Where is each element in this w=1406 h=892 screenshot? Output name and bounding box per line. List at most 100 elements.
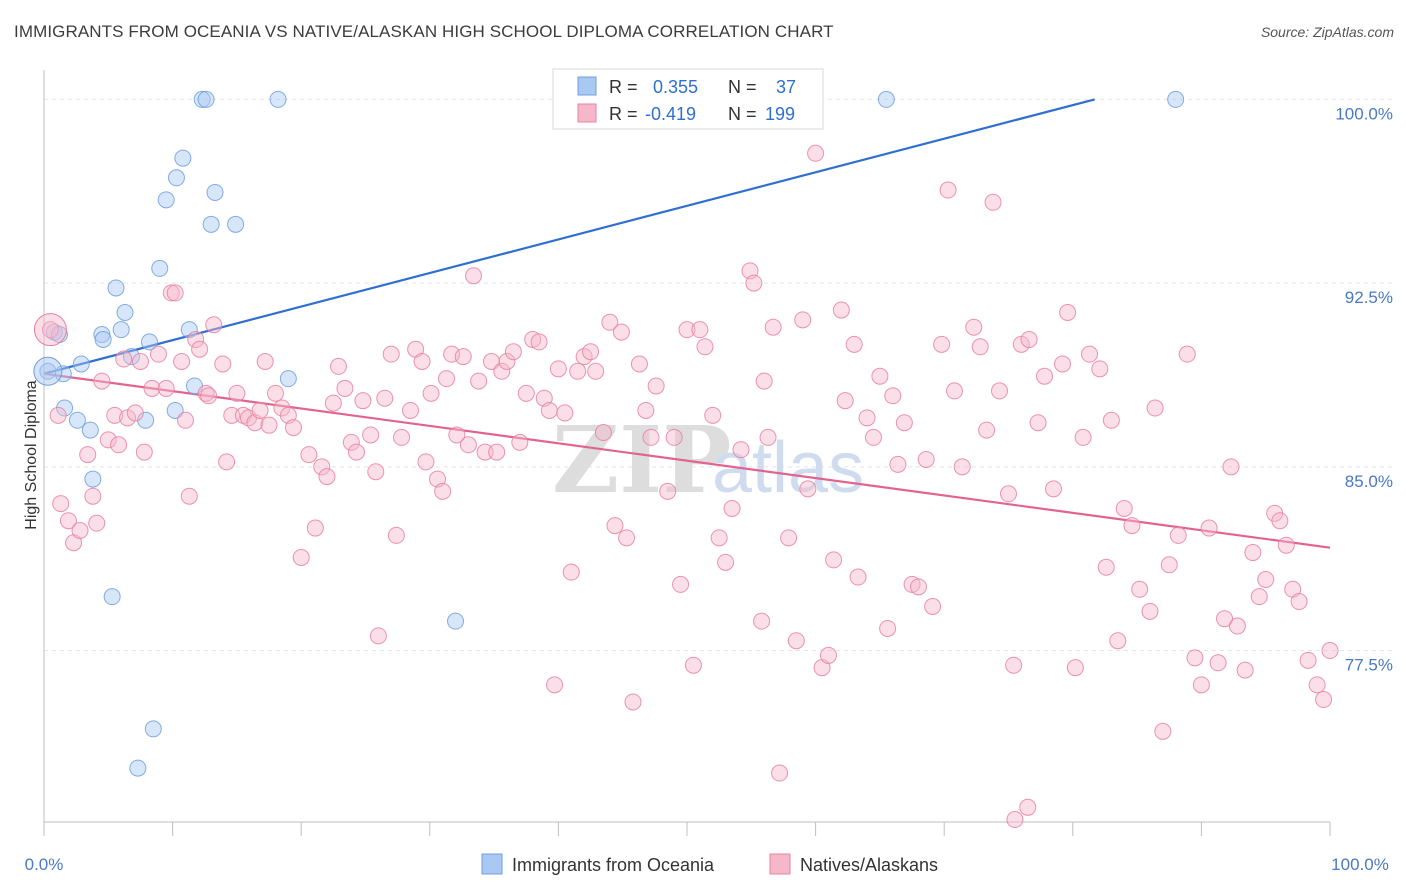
point-natives [1250, 588, 1268, 606]
point-natives [759, 428, 777, 446]
point-natives [470, 372, 488, 390]
point-natives [459, 436, 477, 454]
legend-label-natives[interactable]: Natives/Alaskans [800, 855, 938, 875]
point-natives [1216, 610, 1234, 628]
point-natives [799, 480, 817, 498]
watermark: ZIP atlas [552, 406, 864, 514]
point-natives [49, 406, 67, 424]
point-natives [1228, 617, 1246, 635]
point-natives [292, 548, 310, 566]
point-natives [115, 350, 133, 368]
point-natives [924, 597, 942, 615]
point-natives [511, 433, 529, 451]
point-natives [393, 428, 411, 446]
point-natives [131, 352, 149, 370]
point-natives [549, 360, 567, 378]
legend-label-oceania[interactable]: Immigrants from Oceania [512, 855, 715, 875]
point-oceania [202, 215, 220, 233]
point-oceania [144, 720, 162, 738]
point-natives [284, 419, 302, 437]
point-natives [223, 406, 241, 424]
point-natives [1029, 414, 1047, 432]
point-natives [266, 384, 284, 402]
point-natives [764, 318, 782, 336]
stats-r-value-natives: -0.419 [645, 104, 696, 124]
point-natives [126, 404, 144, 422]
point-natives [329, 357, 347, 375]
point-natives [197, 384, 215, 402]
legend-swatch-natives[interactable] [769, 853, 791, 875]
point-oceania [140, 333, 158, 351]
point-natives [753, 612, 771, 630]
point-natives [483, 352, 501, 370]
point-natives [696, 338, 714, 356]
point-natives [336, 379, 354, 397]
point-natives [135, 443, 153, 461]
point-natives [909, 578, 927, 596]
point-natives [587, 362, 605, 380]
point-natives [417, 453, 435, 471]
point-natives [546, 676, 564, 694]
point-natives [984, 193, 1002, 211]
stats-n-value-natives: 199 [765, 104, 795, 124]
y-tick-label: 100.0% [1335, 104, 1393, 123]
point-natives [917, 450, 935, 468]
point-natives [347, 443, 365, 461]
point-natives [342, 433, 360, 451]
point-oceania [180, 321, 198, 339]
point-natives [1059, 304, 1077, 322]
point-natives [1222, 458, 1240, 476]
point-natives [889, 455, 907, 473]
point-natives [306, 519, 324, 537]
point-natives [1054, 355, 1072, 373]
point-natives [642, 428, 660, 446]
point-natives [143, 379, 161, 397]
point-natives [530, 333, 548, 351]
point-natives [369, 627, 387, 645]
point-oceania [197, 90, 215, 108]
point-natives [1146, 399, 1164, 417]
point-natives [1271, 512, 1289, 530]
stats-swatch-oceania [577, 76, 597, 96]
point-natives [647, 377, 665, 395]
point-natives [1141, 602, 1159, 620]
point-natives [99, 431, 117, 449]
point-natives [845, 335, 863, 353]
point-natives [832, 301, 850, 319]
data-points [33, 90, 1339, 829]
point-natives [493, 362, 511, 380]
point-natives [41, 321, 59, 339]
point-natives [884, 387, 902, 405]
point-oceania [166, 401, 184, 419]
point-oceania-large [33, 356, 63, 386]
x-tick-label-start: 0.0% [25, 855, 64, 874]
point-natives [205, 316, 223, 334]
point-natives [1019, 798, 1037, 816]
point-natives [517, 384, 535, 402]
point-natives [1020, 330, 1038, 348]
point-natives [1160, 556, 1178, 574]
y-tick-label: 77.5% [1345, 656, 1393, 675]
point-natives [228, 384, 246, 402]
point-natives [59, 512, 77, 530]
point-natives [1209, 654, 1227, 672]
point-natives [630, 355, 648, 373]
point-oceania [157, 191, 175, 209]
point-natives [1081, 345, 1099, 363]
point-natives [672, 575, 690, 593]
point-natives [106, 406, 124, 424]
point-natives [1257, 570, 1275, 588]
point-natives [1290, 593, 1308, 611]
point-natives [422, 384, 440, 402]
point-natives [1321, 642, 1339, 660]
point-natives [745, 274, 763, 292]
point-natives [717, 553, 735, 571]
stats-n-label-2: N = [728, 104, 757, 124]
point-natives [971, 338, 989, 356]
point-natives [684, 656, 702, 674]
legend-swatch-oceania[interactable] [481, 853, 503, 875]
point-natives [1097, 558, 1115, 576]
point-natives [723, 499, 741, 517]
point-oceania [103, 588, 121, 606]
y-tick-label: 92.5% [1345, 288, 1393, 307]
